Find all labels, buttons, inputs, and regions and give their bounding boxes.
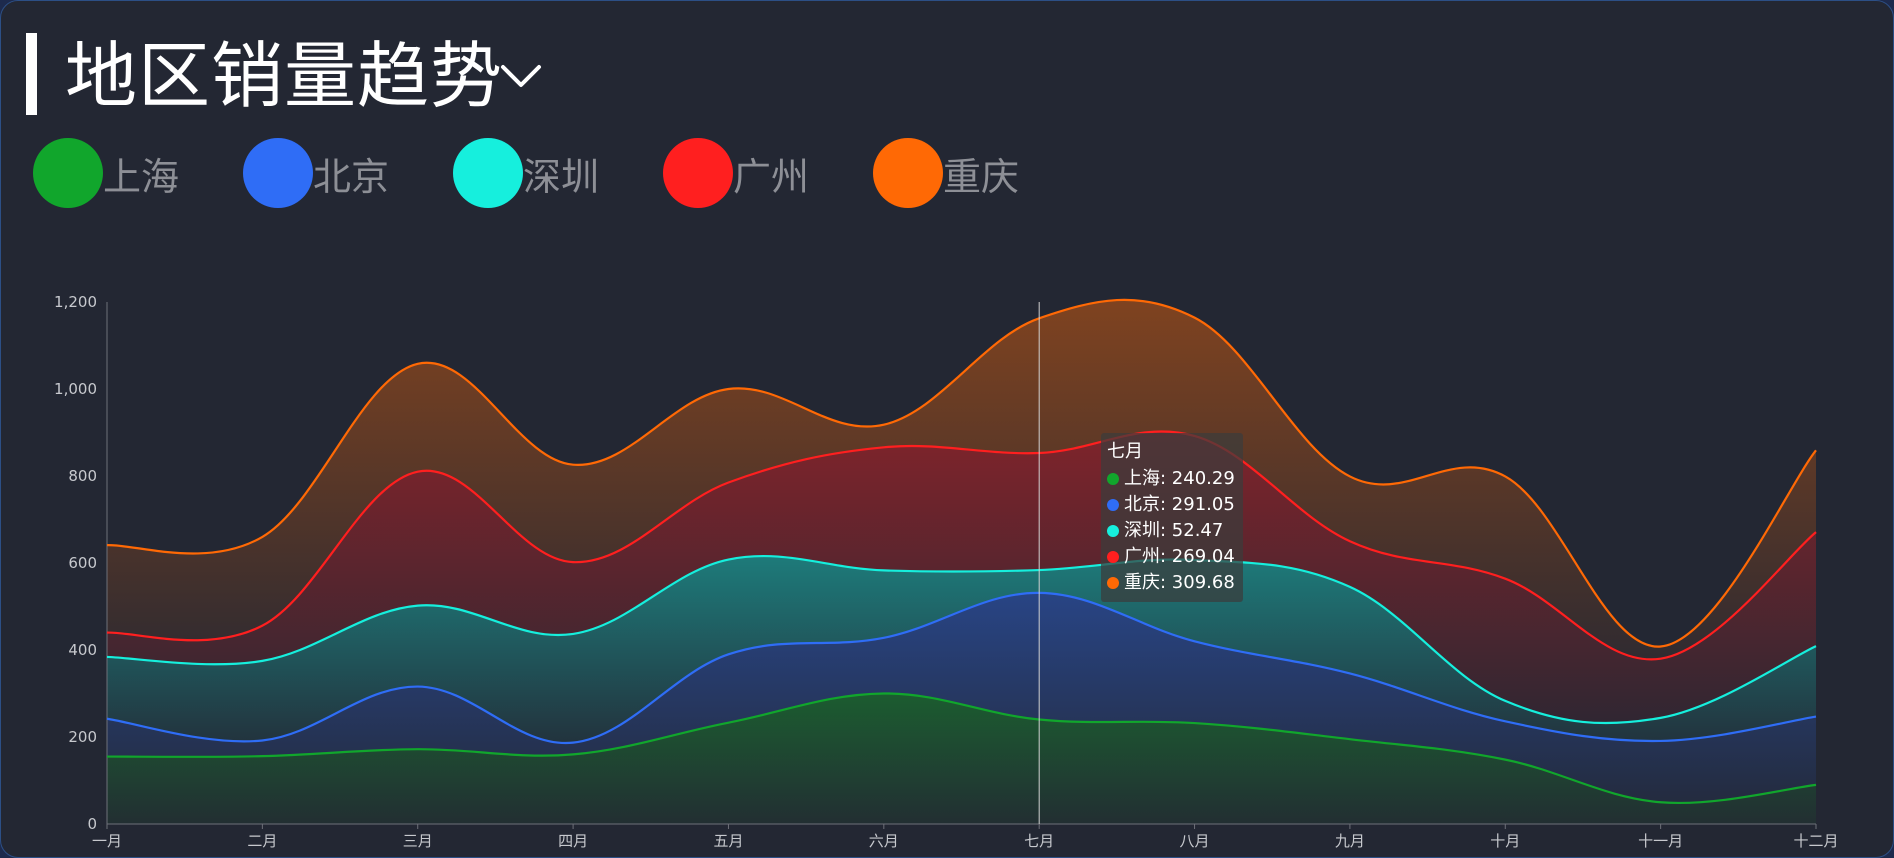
title-accent-bar bbox=[26, 33, 37, 115]
tooltip-row-label: 重庆: 309.68 bbox=[1124, 572, 1235, 593]
x-tick-label: 二月 bbox=[247, 832, 277, 850]
x-tick-label: 六月 bbox=[869, 832, 899, 850]
y-tick-label: 800 bbox=[68, 467, 97, 485]
series-line-深圳 bbox=[106, 554, 1817, 725]
legend-dot bbox=[243, 138, 313, 208]
tooltip-row: 广州: 269.04 bbox=[1107, 544, 1237, 570]
y-tick-label: 600 bbox=[68, 554, 97, 572]
x-tick-label: 十二月 bbox=[1793, 832, 1838, 850]
tooltip-dot bbox=[1107, 551, 1119, 563]
x-tick-label: 一月 bbox=[92, 832, 122, 850]
y-tick-label: 1,000 bbox=[54, 380, 97, 398]
legend-dot bbox=[33, 138, 103, 208]
legend-item-shenzhen[interactable]: 深圳 bbox=[453, 137, 599, 209]
legend-label: 深圳 bbox=[523, 154, 600, 199]
legend-item-chongqing[interactable]: 重庆 bbox=[873, 137, 1019, 209]
tooltip-row-label: 北京: 291.05 bbox=[1124, 494, 1235, 515]
area-重庆 bbox=[107, 299, 1816, 660]
tooltip: 七月 上海: 240.29 北京: 291.05 深圳: 52.47 广州: 2… bbox=[1101, 433, 1243, 602]
series-line-北京 bbox=[106, 591, 1817, 745]
area-北京 bbox=[107, 592, 1816, 803]
legend-label: 重庆 bbox=[943, 154, 1020, 199]
tooltip-title: 七月 bbox=[1107, 441, 1143, 462]
series-line-重庆 bbox=[106, 298, 1817, 648]
page-title: 地区销量趋势 bbox=[65, 34, 504, 118]
tooltip-row-label: 深圳: 52.47 bbox=[1124, 520, 1224, 541]
area-上海 bbox=[107, 693, 1816, 824]
tooltip-row-label: 广州: 269.04 bbox=[1124, 546, 1235, 567]
x-tick-label: 七月 bbox=[1024, 832, 1054, 850]
legend-dot bbox=[453, 138, 523, 208]
legend-dot bbox=[663, 138, 733, 208]
tooltip-row: 深圳: 52.47 bbox=[1107, 518, 1237, 544]
legend-item-beijing[interactable]: 北京 bbox=[243, 137, 389, 209]
chevron-down-icon[interactable] bbox=[499, 61, 543, 91]
x-tick-label: 十月 bbox=[1490, 832, 1520, 850]
tooltip-row-label: 上海: 240.29 bbox=[1124, 468, 1235, 489]
x-tick-label: 八月 bbox=[1180, 832, 1210, 850]
y-tick-label: 1,200 bbox=[54, 293, 97, 311]
area-广州 bbox=[107, 431, 1816, 724]
x-tick-label: 五月 bbox=[713, 832, 743, 850]
y-tick-label: 400 bbox=[68, 641, 97, 659]
area-深圳 bbox=[107, 556, 1816, 744]
legend-label: 上海 bbox=[103, 154, 180, 199]
x-tick-label: 四月 bbox=[558, 832, 588, 850]
x-tick-label: 九月 bbox=[1335, 832, 1365, 850]
series-line-广州 bbox=[106, 430, 1817, 661]
legend-item-guangzhou[interactable]: 广州 bbox=[663, 137, 809, 209]
legend-dot bbox=[873, 138, 943, 208]
legend-label: 北京 bbox=[313, 154, 390, 199]
tooltip-dot bbox=[1107, 577, 1119, 589]
tooltip-row: 上海: 240.29 bbox=[1107, 466, 1237, 492]
tooltip-dot bbox=[1107, 473, 1119, 485]
tooltip-row: 重庆: 309.68 bbox=[1107, 570, 1237, 596]
tooltip-dot bbox=[1107, 499, 1119, 511]
tooltip-row: 北京: 291.05 bbox=[1107, 492, 1237, 518]
y-tick-label: 0 bbox=[87, 815, 97, 833]
series-line-上海 bbox=[106, 692, 1817, 805]
x-tick-label: 十一月 bbox=[1638, 832, 1683, 850]
x-tick-label: 三月 bbox=[403, 832, 433, 850]
y-tick-label: 200 bbox=[68, 728, 97, 746]
legend-label: 广州 bbox=[733, 154, 810, 199]
legend-item-shanghai[interactable]: 上海 bbox=[33, 137, 179, 209]
tooltip-dot bbox=[1107, 525, 1119, 537]
